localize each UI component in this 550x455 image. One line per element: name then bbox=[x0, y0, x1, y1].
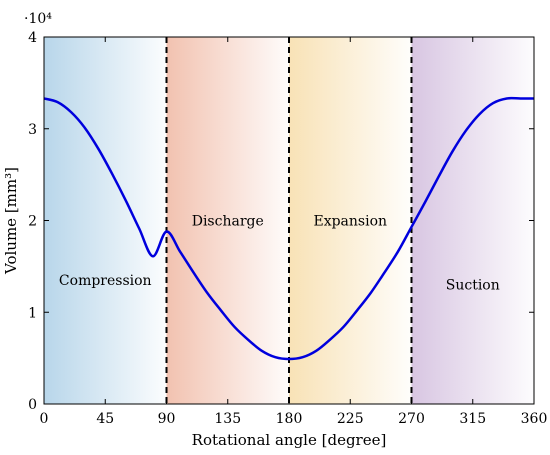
y-tick-label: 4 bbox=[28, 30, 37, 46]
x-tick-label: 315 bbox=[459, 411, 486, 427]
phase-label-compression: Compression bbox=[59, 273, 152, 289]
x-tick-label: 90 bbox=[158, 411, 176, 427]
phase-band-discharge bbox=[166, 37, 289, 404]
x-tick-label: 360 bbox=[521, 411, 548, 427]
y-tick-label: 0 bbox=[28, 397, 37, 413]
x-tick-label: 270 bbox=[398, 411, 425, 427]
y-axis-ticks: 0 1 2 3 4 bbox=[28, 30, 534, 413]
x-tick-label: 225 bbox=[337, 411, 364, 427]
x-tick-label: 0 bbox=[40, 411, 49, 427]
phase-boundaries bbox=[165, 37, 413, 404]
x-tick-label: 180 bbox=[276, 411, 303, 427]
phase-label-discharge: Discharge bbox=[192, 214, 264, 230]
y-axis-title: Volume [mm³] bbox=[2, 167, 20, 275]
volume-curve bbox=[43, 96, 534, 361]
y-tick-label: 2 bbox=[28, 214, 37, 230]
phase-band-compression bbox=[44, 37, 167, 404]
x-axis-ticks: 0 45 90 135 180 225 270 315 360 bbox=[40, 37, 548, 427]
data-series bbox=[43, 96, 534, 361]
phase-labels: Compression Discharge Expansion Suction bbox=[59, 214, 500, 294]
phase-label-expansion: Expansion bbox=[313, 214, 387, 230]
x-axis-title: Rotational angle [degree] bbox=[192, 431, 387, 449]
y-tick-label: 1 bbox=[28, 305, 37, 321]
phase-band-suction bbox=[411, 37, 534, 404]
phase-band-expansion bbox=[289, 37, 412, 404]
x-tick-label: 45 bbox=[96, 411, 114, 427]
x-tick-label: 135 bbox=[214, 411, 241, 427]
phase-label-suction: Suction bbox=[446, 278, 500, 294]
y-tick-label: 3 bbox=[28, 122, 37, 138]
y-axis-multiplier: ·10⁴ bbox=[24, 11, 52, 27]
